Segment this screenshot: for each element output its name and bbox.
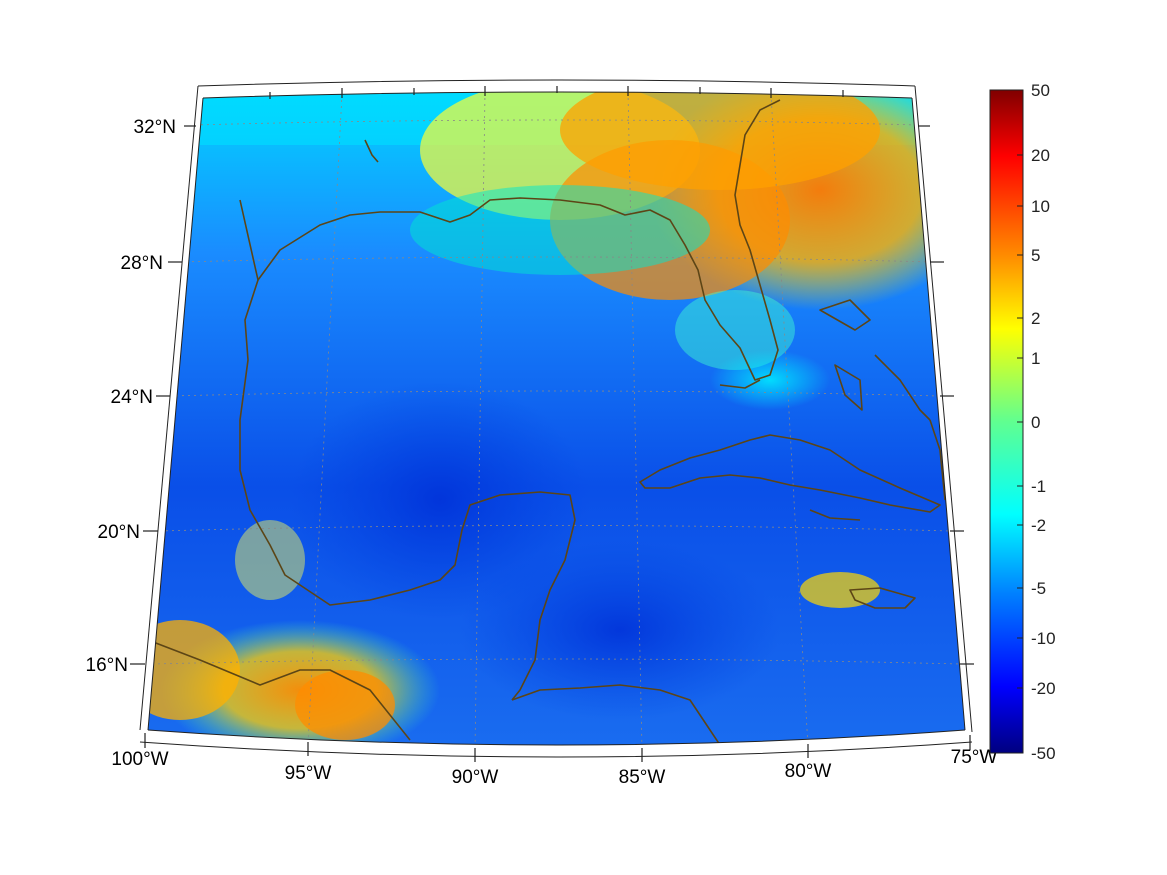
data-field — [148, 92, 965, 745]
colorbar-label: 10 — [1031, 197, 1050, 216]
colorbar-label: 20 — [1031, 146, 1050, 165]
colorbar-label: 5 — [1031, 246, 1040, 265]
lat-label-16n: 16°N — [86, 655, 128, 676]
graticule — [151, 92, 961, 745]
colorbar-label: -2 — [1031, 516, 1046, 535]
lat-label-32n: 32°N — [134, 117, 176, 138]
lat-label-20n: 20°N — [98, 522, 140, 543]
colorbar-label: -5 — [1031, 579, 1046, 598]
colorbar-label: 50 — [1031, 81, 1050, 100]
colorbar: 50 20 10 5 2 1 0 -1 -2 -5 -10 -20 -50 — [989, 81, 1056, 763]
lon-label-85w: 85°W — [619, 767, 666, 788]
colorbar-label: 1 — [1031, 349, 1040, 368]
map-frame — [139, 79, 973, 758]
colorbar-label: -1 — [1031, 477, 1046, 496]
colorbar-label: 2 — [1031, 309, 1040, 328]
lat-label-28n: 28°N — [121, 253, 163, 274]
colorbar-label: 0 — [1031, 413, 1040, 432]
colorbar-label: -10 — [1031, 629, 1056, 648]
lon-label-75w: 75°W — [951, 747, 998, 768]
lat-labels: 32°N 28°N 24°N 20°N 16°N — [86, 117, 176, 676]
lon-labels: 100°W 95°W 90°W 85°W 80°W 75°W — [111, 747, 997, 788]
lon-label-90w: 90°W — [452, 767, 499, 788]
frame-ticks — [130, 86, 974, 762]
lon-label-80w: 80°W — [785, 761, 832, 782]
lat-label-24n: 24°N — [111, 387, 153, 408]
lon-label-95w: 95°W — [285, 763, 332, 784]
coastlines — [148, 99, 946, 745]
colorbar-label: -20 — [1031, 679, 1056, 698]
colorbar-label: -50 — [1031, 744, 1056, 763]
lon-label-100w: 100°W — [111, 749, 168, 770]
